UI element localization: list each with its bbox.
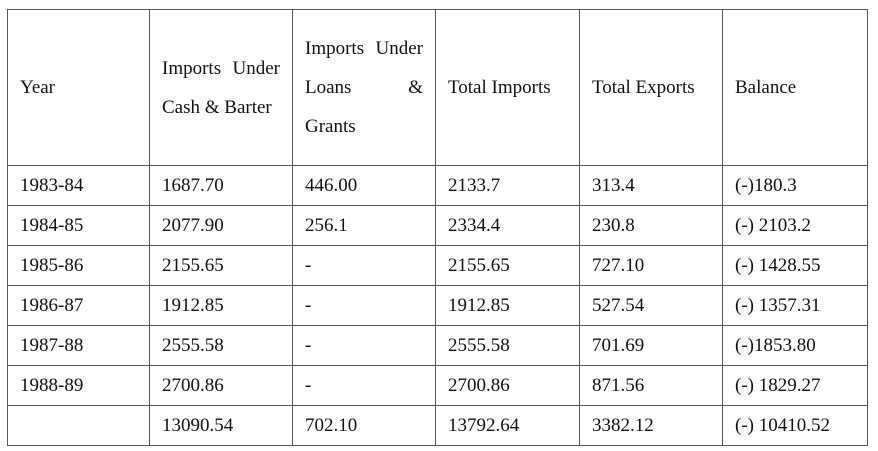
cell-imports-cash-barter: 2555.58 bbox=[149, 325, 293, 366]
cell-year: 1988-89 bbox=[7, 365, 150, 406]
cell-imports-loans-grants: 256.1 bbox=[292, 205, 436, 246]
table-row: 1987-88 2555.58 - 2555.58 701.69 (-)1853… bbox=[7, 325, 868, 366]
table-row: 1984-85 2077.90 256.1 2334.4 230.8 (-) 2… bbox=[7, 205, 868, 246]
cell-balance: (-) 1357.31 bbox=[722, 285, 868, 326]
cell-total-imports: 2155.65 bbox=[435, 245, 580, 286]
cell-imports-cash-barter: 1912.85 bbox=[149, 285, 293, 326]
cell-imports-loans-grants: - bbox=[292, 365, 436, 406]
cell-balance-total: (-) 10410.52 bbox=[722, 405, 868, 446]
cell-imports-cash-barter-total: 13090.54 bbox=[149, 405, 293, 446]
cell-imports-cash-barter: 2077.90 bbox=[149, 205, 293, 246]
cell-year bbox=[7, 405, 150, 446]
cell-total-imports: 2133.7 bbox=[435, 165, 580, 206]
cell-balance: (-) 2103.2 bbox=[722, 205, 868, 246]
cell-imports-loans-grants-total: 702.10 bbox=[292, 405, 436, 446]
cell-imports-loans-grants: 446.00 bbox=[292, 165, 436, 206]
table-row: 1986-87 1912.85 - 1912.85 527.54 (-) 135… bbox=[7, 285, 868, 326]
header-imports-cash-barter: Imports Under Cash & Barter bbox=[149, 9, 293, 166]
cell-imports-loans-grants: - bbox=[292, 325, 436, 366]
header-year-label: Year bbox=[20, 77, 56, 98]
header-year: Year bbox=[7, 9, 150, 166]
header-imports-loans-grants: Imports Under Loans & Grants bbox=[292, 9, 436, 166]
cell-year: 1984-85 bbox=[7, 205, 150, 246]
cell-total-exports: 701.69 bbox=[579, 325, 723, 366]
cell-total-exports-total: 3382.12 bbox=[579, 405, 723, 446]
cell-total-exports: 871.56 bbox=[579, 365, 723, 406]
cell-total-exports: 230.8 bbox=[579, 205, 723, 246]
totals-row: 13090.54 702.10 13792.64 3382.12 (-) 104… bbox=[7, 405, 868, 446]
cell-total-imports: 2700.86 bbox=[435, 365, 580, 406]
table-row: 1985-86 2155.65 - 2155.65 727.10 (-) 142… bbox=[7, 245, 868, 286]
cell-year: 1987-88 bbox=[7, 325, 150, 366]
cell-year: 1983-84 bbox=[7, 165, 150, 206]
header-total-imports-label: Total Imports bbox=[448, 77, 551, 98]
cell-imports-cash-barter: 1687.70 bbox=[149, 165, 293, 206]
cell-balance: (-)180.3 bbox=[722, 165, 868, 206]
cell-year: 1986-87 bbox=[7, 285, 150, 326]
cell-total-exports: 727.10 bbox=[579, 245, 723, 286]
cell-year: 1985-86 bbox=[7, 245, 150, 286]
cell-total-exports: 527.54 bbox=[579, 285, 723, 326]
cell-imports-cash-barter: 2155.65 bbox=[149, 245, 293, 286]
cell-total-imports: 2334.4 bbox=[435, 205, 580, 246]
table-row: 1988-89 2700.86 - 2700.86 871.56 (-) 182… bbox=[7, 365, 868, 406]
header-imports-loans-grants-label: Imports Under Loans & Grants bbox=[305, 38, 423, 137]
cell-balance: (-)1853.80 bbox=[722, 325, 868, 366]
cell-imports-loans-grants: - bbox=[292, 285, 436, 326]
header-total-exports-label: Total Exports bbox=[592, 77, 695, 98]
header-balance: Balance bbox=[722, 9, 868, 166]
cell-total-imports-total: 13792.64 bbox=[435, 405, 580, 446]
header-imports-cash-barter-label: Imports Under Cash & Barter bbox=[162, 57, 280, 118]
header-total-exports: Total Exports bbox=[579, 9, 723, 166]
cell-balance: (-) 1428.55 bbox=[722, 245, 868, 286]
cell-total-imports: 2555.58 bbox=[435, 325, 580, 366]
cell-total-exports: 313.4 bbox=[579, 165, 723, 206]
cell-imports-loans-grants: - bbox=[292, 245, 436, 286]
header-balance-label: Balance bbox=[735, 77, 797, 98]
header-row: Year Imports Under Cash & Barter Imports… bbox=[7, 9, 868, 166]
header-total-imports: Total Imports bbox=[435, 9, 580, 166]
table-row: 1983-84 1687.70 446.00 2133.7 313.4 (-)1… bbox=[7, 165, 868, 206]
cell-total-imports: 1912.85 bbox=[435, 285, 580, 326]
trade-balance-table: Year Imports Under Cash & Barter Imports… bbox=[7, 9, 868, 446]
cell-imports-cash-barter: 2700.86 bbox=[149, 365, 293, 406]
table-body: 1983-84 1687.70 446.00 2133.7 313.4 (-)1… bbox=[7, 165, 868, 446]
table-header: Year Imports Under Cash & Barter Imports… bbox=[7, 9, 868, 166]
cell-balance: (-) 1829.27 bbox=[722, 365, 868, 406]
